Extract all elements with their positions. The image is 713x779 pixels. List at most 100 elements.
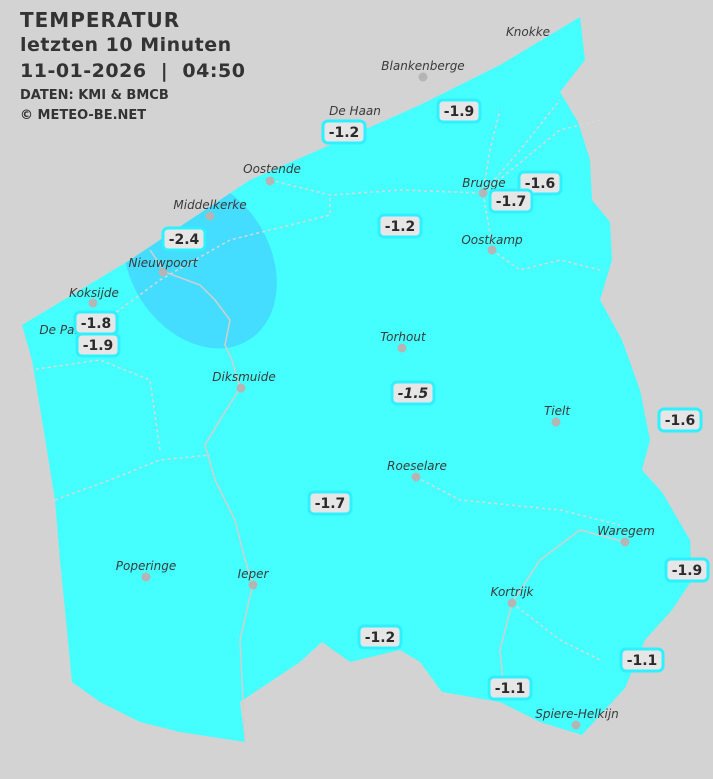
temperature-value: -1.9 [672, 563, 703, 579]
label-box [487, 675, 533, 701]
city-dot [411, 472, 421, 482]
roads [29, 99, 621, 661]
map-datetime: 11-01-2026 | 04:50 [20, 60, 246, 82]
label-box [657, 407, 703, 433]
city-dot [205, 211, 215, 221]
road [482, 192, 494, 251]
label-box [321, 119, 367, 145]
road [54, 454, 211, 501]
city-label: Spiere-Helkijn [535, 707, 619, 721]
label-box [390, 380, 436, 406]
temperature-value: -1.6 [525, 176, 556, 192]
temperature-label[interactable]: -1.2 [321, 119, 367, 145]
label-box [377, 213, 423, 239]
temperature-label[interactable]: -1.7 [488, 188, 534, 214]
road [29, 359, 161, 451]
river [511, 529, 626, 604]
temperature-value: -1.9 [444, 104, 475, 120]
temperature-value: -1.1 [627, 653, 658, 669]
temperature-value: -1.2 [385, 219, 416, 235]
city-dot [248, 580, 258, 590]
temperature-value: -1.9 [83, 338, 114, 354]
city-dot [620, 537, 630, 547]
city-label: Waregem [597, 524, 655, 538]
temperature-label[interactable]: -1.1 [619, 647, 665, 673]
road [482, 119, 601, 194]
label-box [75, 332, 121, 358]
city-label: Koksijde [69, 286, 119, 300]
temperature-value: -1.1 [495, 681, 526, 697]
road [511, 602, 601, 661]
city-label: De Haan [329, 104, 381, 118]
temperature-label[interactable]: -1.8 [73, 310, 119, 336]
city-label: Torhout [380, 330, 427, 344]
cities: Knokke Blankenberge De Haan Oostende Middelk… [39, 25, 655, 730]
city-label: Kortrijk [491, 585, 535, 599]
label-box [307, 490, 353, 516]
city-dot [487, 245, 497, 255]
label-box [619, 647, 665, 673]
city-label: Brugge [462, 176, 505, 190]
city-label: Poperinge [116, 559, 176, 573]
temperature-value: -1.5 [398, 386, 429, 402]
temperature-label[interactable]: -1.5 [390, 380, 436, 406]
temperature-label[interactable]: -1.7 [307, 490, 353, 516]
temperature-value: -1.8 [81, 316, 112, 332]
city-dot [551, 417, 561, 427]
city-label: Nieuwpoort [128, 256, 198, 270]
city-label: Middelkerke [173, 198, 246, 212]
copyright: © METEO-BE.NET [20, 108, 147, 123]
map-title: TEMPERATUR [20, 8, 181, 32]
temperature-value: -2.4 [169, 232, 200, 248]
road [91, 195, 331, 331]
temperature-value: -1.7 [496, 194, 527, 210]
temperature-label[interactable]: -1.9 [436, 98, 482, 124]
temperature-value: -1.7 [315, 496, 346, 512]
label-box [436, 98, 482, 124]
road [415, 476, 621, 526]
temperature-value: -1.2 [329, 125, 360, 141]
temperature-label[interactable]: -1.1 [487, 675, 533, 701]
label-box [161, 226, 207, 252]
river [239, 583, 254, 741]
city-dot [236, 383, 246, 393]
temperature-label[interactable]: -1.6 [657, 407, 703, 433]
temperature-label[interactable]: -1.9 [664, 557, 710, 583]
map-subtitle: letzten 10 Minuten [20, 34, 232, 56]
temperature-value: -1.6 [665, 413, 696, 429]
city-label: Oostkamp [461, 233, 523, 247]
road [491, 249, 601, 271]
label-box [664, 557, 710, 583]
city-label: Roeselare [387, 459, 447, 473]
city-label: Tielt [544, 404, 571, 418]
temperature-value: -1.2 [365, 630, 396, 646]
city-dot [418, 72, 428, 82]
city-dot [507, 598, 517, 608]
temperature-label[interactable]: -2.4 [161, 226, 207, 252]
city-dot [397, 343, 407, 353]
city-dot [571, 720, 581, 730]
temperature-label[interactable]: -1.2 [377, 213, 423, 239]
road [269, 179, 484, 196]
label-box [357, 624, 403, 650]
city-dot [478, 188, 488, 198]
temperature-readings: -1.9 -1.2 -1.6 -1.7 -1.2 -2.4 -1.8 -1.9 -1.5 -1.6… [73, 98, 710, 701]
city-dot [158, 267, 168, 277]
city-label: Oostende [243, 162, 301, 176]
label-box [488, 188, 534, 214]
city-dot [265, 176, 275, 186]
city-label: Ieper [238, 567, 270, 581]
data-source: DATEN: KMI & BMCB [20, 88, 169, 103]
city-label: Blankenberge [381, 59, 464, 73]
temperature-label[interactable]: -1.2 [357, 624, 403, 650]
temperature-label[interactable]: -1.6 [517, 170, 563, 196]
city-label: Knokke [506, 25, 550, 39]
city-dot [141, 572, 151, 582]
city-dot [88, 298, 98, 308]
label-box [517, 170, 563, 196]
road [482, 99, 561, 194]
temperature-label[interactable]: -1.9 [75, 332, 121, 358]
road [482, 109, 501, 194]
